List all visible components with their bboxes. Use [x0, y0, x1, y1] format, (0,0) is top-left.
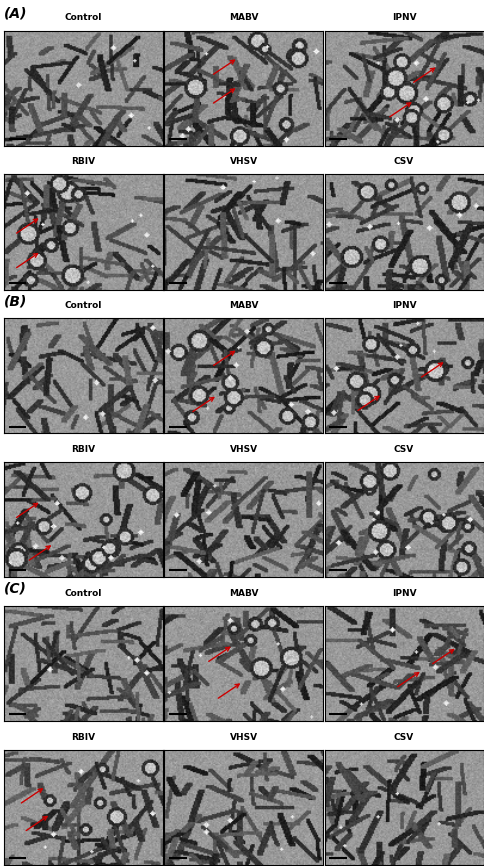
Text: IPNV: IPNV	[391, 13, 416, 23]
Text: VHSV: VHSV	[229, 157, 257, 166]
Text: MABV: MABV	[228, 301, 258, 310]
Text: CSV: CSV	[393, 157, 413, 166]
Text: CSV: CSV	[393, 733, 413, 742]
Text: CSV: CSV	[393, 445, 413, 454]
Text: VHSV: VHSV	[229, 445, 257, 454]
Text: MABV: MABV	[228, 589, 258, 598]
Text: Control: Control	[64, 301, 102, 310]
Text: (A): (A)	[4, 6, 27, 20]
Text: IPNV: IPNV	[391, 301, 416, 310]
Text: RBIV: RBIV	[71, 733, 95, 742]
Text: RBIV: RBIV	[71, 157, 95, 166]
Text: (C): (C)	[4, 582, 27, 596]
Text: IPNV: IPNV	[391, 589, 416, 598]
Text: RBIV: RBIV	[71, 445, 95, 454]
Text: Control: Control	[64, 589, 102, 598]
Text: MABV: MABV	[228, 13, 258, 23]
Text: VHSV: VHSV	[229, 733, 257, 742]
Text: (B): (B)	[4, 294, 27, 308]
Text: Control: Control	[64, 13, 102, 23]
